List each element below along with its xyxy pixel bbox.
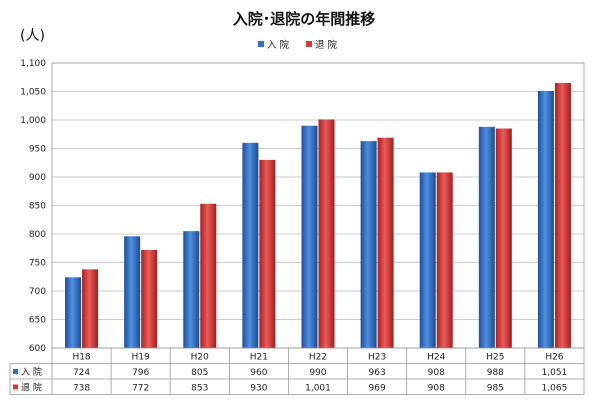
table-value: 738 xyxy=(73,384,90,394)
bar xyxy=(65,277,82,348)
legend-label: 退 院 xyxy=(315,39,338,51)
y-tick-label: 650 xyxy=(29,316,46,326)
x-tick-label: H22 xyxy=(309,353,327,363)
bar xyxy=(360,141,377,348)
legend-key xyxy=(306,41,312,47)
table-value: 963 xyxy=(369,368,386,378)
legend-key xyxy=(258,41,264,47)
bar xyxy=(259,159,276,348)
x-tick-label: H19 xyxy=(132,353,150,363)
table-legend-key xyxy=(13,369,18,374)
y-axis-unit: (人) xyxy=(20,28,45,44)
chart-title: 入院･退院の年間推移 xyxy=(233,10,376,28)
table-value: 985 xyxy=(487,384,504,394)
x-tick-label: H26 xyxy=(545,353,563,363)
table-value: 1,051 xyxy=(542,368,568,378)
y-tick-label: 700 xyxy=(29,287,46,297)
bar xyxy=(141,249,158,348)
table-value: 990 xyxy=(309,368,326,378)
bar xyxy=(183,231,200,348)
table-value: 772 xyxy=(132,384,149,394)
bar xyxy=(82,269,99,348)
bar xyxy=(200,203,217,348)
x-tick-label: H20 xyxy=(191,353,209,363)
table-legend-key xyxy=(13,384,18,390)
bar xyxy=(124,236,141,348)
bar xyxy=(301,125,318,348)
table-series-name: 入 院 xyxy=(21,366,42,378)
table-series-name: 退 院 xyxy=(21,382,42,394)
y-tick-label: 850 xyxy=(29,202,46,212)
table-value: 930 xyxy=(250,384,267,394)
x-tick-label: H23 xyxy=(368,353,386,363)
bar xyxy=(436,172,453,348)
x-tick-label: H21 xyxy=(250,353,268,363)
data-table: H18 H19 H20 H21 H22 H23 H24 H25 H26 入 院 724 796 805 9… xyxy=(9,347,585,395)
table-value: 1,001 xyxy=(305,384,331,394)
bar xyxy=(318,119,335,349)
y-tick-label: 900 xyxy=(29,173,46,183)
bar xyxy=(419,172,436,348)
bar xyxy=(495,128,512,348)
x-tick-label: H18 xyxy=(72,353,90,363)
y-tick-label: 800 xyxy=(29,230,46,240)
y-tick-label: 1,050 xyxy=(20,88,46,98)
x-tick-label: H24 xyxy=(427,353,445,363)
table-value: 969 xyxy=(369,384,386,394)
bar xyxy=(377,137,394,348)
legend-label: 入 院 xyxy=(267,39,290,51)
table-value: 908 xyxy=(428,384,445,394)
table-value: 796 xyxy=(132,368,149,378)
legend: 入 院退 院 xyxy=(258,39,338,51)
y-axis-ticks: 600 650 700 750 800 850 900 950 1,000 1,050 1,100 xyxy=(20,59,46,354)
bar xyxy=(242,142,259,348)
bar xyxy=(478,126,495,348)
table-value: 853 xyxy=(191,384,208,394)
table-value: 960 xyxy=(250,368,267,378)
y-tick-label: 950 xyxy=(29,145,46,155)
y-tick-label: 1,000 xyxy=(20,116,46,126)
bar xyxy=(554,82,571,348)
table-value: 908 xyxy=(428,368,445,378)
table-value: 805 xyxy=(191,368,208,378)
table-value: 724 xyxy=(73,368,90,378)
y-tick-label: 600 xyxy=(29,344,46,354)
table-value: 1,065 xyxy=(542,384,568,394)
x-tick-label: H25 xyxy=(486,353,504,363)
table-value: 988 xyxy=(487,368,504,378)
bar xyxy=(537,90,554,349)
gridlines xyxy=(51,62,585,349)
bars xyxy=(65,82,571,349)
y-tick-label: 1,100 xyxy=(20,59,46,69)
y-tick-label: 750 xyxy=(29,259,46,269)
